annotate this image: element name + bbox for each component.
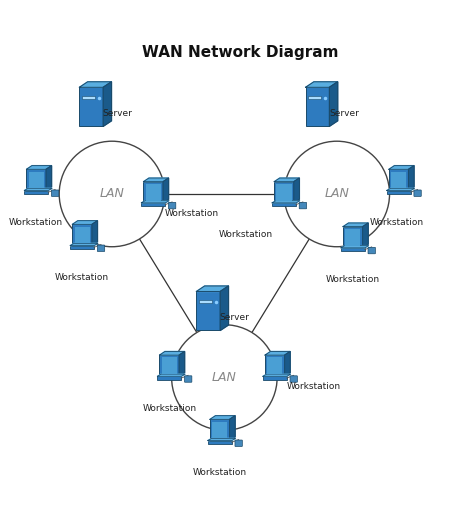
Circle shape bbox=[284, 141, 390, 247]
FancyBboxPatch shape bbox=[79, 88, 103, 126]
Circle shape bbox=[172, 325, 277, 430]
FancyBboxPatch shape bbox=[276, 184, 292, 201]
Text: LAN: LAN bbox=[324, 188, 349, 201]
FancyBboxPatch shape bbox=[368, 247, 375, 254]
Text: Workstation: Workstation bbox=[193, 468, 247, 477]
Text: Workstation: Workstation bbox=[286, 382, 340, 391]
FancyBboxPatch shape bbox=[24, 191, 48, 194]
Polygon shape bbox=[294, 178, 300, 203]
FancyBboxPatch shape bbox=[146, 184, 161, 201]
Polygon shape bbox=[70, 243, 98, 245]
FancyBboxPatch shape bbox=[208, 441, 232, 444]
Text: Workstation: Workstation bbox=[142, 404, 196, 413]
Polygon shape bbox=[24, 188, 52, 191]
FancyBboxPatch shape bbox=[27, 169, 46, 191]
Polygon shape bbox=[196, 286, 228, 291]
FancyBboxPatch shape bbox=[235, 440, 242, 446]
Polygon shape bbox=[272, 201, 300, 203]
Polygon shape bbox=[274, 178, 300, 182]
Polygon shape bbox=[229, 416, 235, 441]
Polygon shape bbox=[329, 82, 337, 126]
FancyBboxPatch shape bbox=[290, 376, 297, 382]
Polygon shape bbox=[159, 352, 185, 355]
FancyBboxPatch shape bbox=[265, 355, 285, 376]
FancyBboxPatch shape bbox=[162, 357, 177, 374]
Text: Workstation: Workstation bbox=[326, 275, 380, 284]
Text: Server: Server bbox=[220, 313, 250, 322]
Text: Workstation: Workstation bbox=[369, 218, 423, 227]
Polygon shape bbox=[387, 188, 415, 191]
Polygon shape bbox=[92, 221, 98, 245]
FancyBboxPatch shape bbox=[144, 182, 163, 203]
FancyBboxPatch shape bbox=[97, 245, 105, 252]
FancyBboxPatch shape bbox=[299, 202, 307, 209]
FancyBboxPatch shape bbox=[168, 202, 176, 209]
FancyBboxPatch shape bbox=[184, 376, 192, 382]
Text: WAN Network Diagram: WAN Network Diagram bbox=[142, 45, 339, 60]
Polygon shape bbox=[341, 246, 369, 248]
Polygon shape bbox=[73, 221, 98, 225]
Polygon shape bbox=[409, 166, 414, 191]
Polygon shape bbox=[208, 438, 236, 441]
FancyBboxPatch shape bbox=[274, 182, 294, 203]
FancyBboxPatch shape bbox=[212, 421, 228, 438]
FancyBboxPatch shape bbox=[263, 376, 287, 380]
Polygon shape bbox=[27, 166, 52, 169]
FancyBboxPatch shape bbox=[345, 229, 360, 245]
Text: Workstation: Workstation bbox=[55, 273, 109, 282]
Polygon shape bbox=[343, 223, 368, 227]
Polygon shape bbox=[220, 286, 228, 330]
Polygon shape bbox=[157, 374, 185, 376]
FancyBboxPatch shape bbox=[52, 190, 59, 196]
Polygon shape bbox=[46, 166, 52, 191]
Polygon shape bbox=[306, 82, 337, 88]
FancyBboxPatch shape bbox=[341, 248, 365, 251]
FancyBboxPatch shape bbox=[29, 171, 44, 188]
FancyBboxPatch shape bbox=[308, 96, 321, 99]
FancyBboxPatch shape bbox=[196, 291, 220, 330]
Text: LAN: LAN bbox=[212, 371, 237, 384]
Polygon shape bbox=[141, 201, 169, 203]
FancyBboxPatch shape bbox=[82, 96, 95, 99]
Text: Workstation: Workstation bbox=[165, 208, 219, 218]
Text: Workstation: Workstation bbox=[9, 218, 64, 227]
FancyBboxPatch shape bbox=[210, 419, 229, 441]
Polygon shape bbox=[363, 223, 368, 248]
Polygon shape bbox=[103, 82, 111, 126]
Polygon shape bbox=[210, 416, 235, 419]
FancyBboxPatch shape bbox=[414, 190, 421, 196]
FancyBboxPatch shape bbox=[387, 191, 410, 194]
FancyBboxPatch shape bbox=[159, 355, 179, 376]
Text: Workstation: Workstation bbox=[219, 230, 273, 239]
Text: Server: Server bbox=[329, 109, 359, 118]
FancyBboxPatch shape bbox=[141, 203, 165, 206]
Polygon shape bbox=[263, 374, 291, 376]
FancyBboxPatch shape bbox=[70, 245, 94, 249]
FancyBboxPatch shape bbox=[343, 227, 363, 248]
Polygon shape bbox=[389, 166, 414, 169]
Text: LAN: LAN bbox=[100, 188, 124, 201]
FancyBboxPatch shape bbox=[199, 301, 212, 303]
FancyBboxPatch shape bbox=[306, 88, 329, 126]
Polygon shape bbox=[163, 178, 169, 203]
FancyBboxPatch shape bbox=[272, 203, 296, 206]
Polygon shape bbox=[79, 82, 111, 88]
Polygon shape bbox=[265, 352, 290, 355]
FancyBboxPatch shape bbox=[157, 376, 181, 380]
Polygon shape bbox=[179, 352, 185, 376]
Text: Server: Server bbox=[103, 109, 133, 118]
FancyBboxPatch shape bbox=[74, 227, 90, 243]
FancyBboxPatch shape bbox=[267, 357, 283, 374]
FancyBboxPatch shape bbox=[389, 169, 409, 191]
Polygon shape bbox=[144, 178, 169, 182]
FancyBboxPatch shape bbox=[391, 171, 406, 188]
Polygon shape bbox=[285, 352, 290, 376]
FancyBboxPatch shape bbox=[73, 225, 92, 245]
Circle shape bbox=[59, 141, 165, 247]
